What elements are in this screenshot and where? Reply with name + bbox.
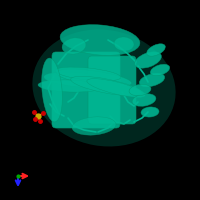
Ellipse shape: [55, 67, 121, 81]
Ellipse shape: [42, 58, 62, 122]
Ellipse shape: [44, 72, 116, 88]
Ellipse shape: [135, 52, 161, 68]
Ellipse shape: [132, 94, 156, 106]
Ellipse shape: [150, 64, 170, 76]
Ellipse shape: [71, 76, 141, 96]
Ellipse shape: [60, 25, 140, 55]
Ellipse shape: [139, 73, 165, 87]
FancyBboxPatch shape: [88, 56, 136, 124]
Ellipse shape: [32, 30, 176, 146]
Ellipse shape: [87, 79, 145, 97]
Ellipse shape: [129, 84, 151, 96]
Ellipse shape: [72, 117, 116, 135]
Ellipse shape: [114, 37, 134, 51]
Ellipse shape: [62, 38, 86, 54]
Ellipse shape: [147, 44, 165, 56]
Ellipse shape: [56, 69, 132, 87]
Ellipse shape: [38, 80, 102, 92]
Ellipse shape: [141, 107, 159, 117]
FancyBboxPatch shape: [52, 52, 120, 128]
